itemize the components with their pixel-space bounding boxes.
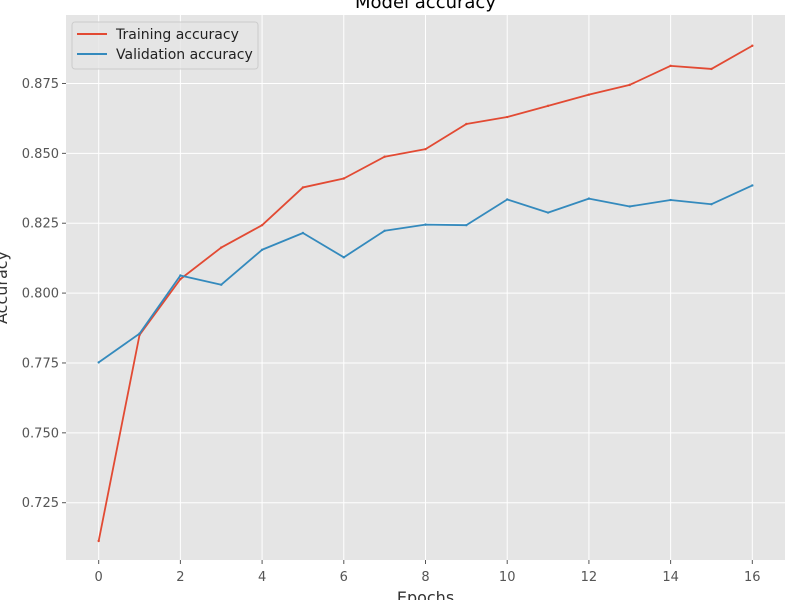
- data-point: [342, 256, 345, 259]
- data-point: [669, 64, 672, 68]
- data-point: [546, 104, 550, 108]
- y-tick-label: 0.875: [22, 77, 59, 92]
- x-tick-label: 16: [744, 570, 761, 585]
- data-point: [506, 115, 509, 119]
- data-point: [220, 246, 223, 249]
- data-point: [179, 274, 182, 277]
- legend: Training accuracy Validation accuracy: [71, 21, 259, 70]
- y-tick-label: 0.850: [22, 147, 59, 162]
- chart-title: Model accuracy: [355, 0, 496, 13]
- grid: [66, 15, 785, 560]
- x-tick-label: 14: [662, 570, 679, 585]
- y-tick-label: 0.725: [22, 496, 59, 511]
- data-point: [710, 203, 713, 206]
- x-tick-label: 6: [340, 570, 348, 585]
- data-point: [138, 332, 141, 335]
- x-tick-label: 12: [581, 570, 598, 585]
- data-point: [260, 248, 264, 251]
- x-tick-label: 0: [95, 570, 103, 585]
- legend-label: Validation accuracy: [116, 47, 253, 63]
- y-tick-label: 0.825: [22, 217, 59, 232]
- data-point: [465, 122, 468, 126]
- y-axis-title: Accuracy: [0, 251, 11, 324]
- data-point: [669, 198, 672, 202]
- data-point: [465, 223, 468, 227]
- series-lines: [97, 44, 754, 543]
- data-point: [301, 186, 305, 189]
- data-point: [506, 198, 509, 201]
- data-point: [220, 283, 223, 286]
- data-point: [628, 205, 631, 208]
- data-point: [97, 361, 100, 364]
- y-tick-label: 0.750: [22, 426, 59, 441]
- data-point: [710, 67, 713, 71]
- data-point: [546, 211, 550, 214]
- data-point: [628, 83, 631, 87]
- legend-label: Training accuracy: [115, 27, 239, 43]
- x-tick-label: 2: [176, 570, 184, 585]
- y-tick-label: 0.775: [22, 356, 59, 371]
- x-axis: 0 2 4 6 8 10 12 14 16: [95, 560, 761, 585]
- x-axis-title: Epochs: [397, 588, 454, 600]
- y-axis: 0.725 0.750 0.775 0.800 0.825 0.850 0.875: [22, 77, 66, 511]
- data-point: [751, 44, 754, 47]
- data-point: [301, 231, 305, 235]
- data-point: [383, 229, 386, 232]
- legend-box: [71, 21, 259, 70]
- data-point: [97, 539, 100, 543]
- data-point: [587, 93, 591, 96]
- x-tick-label: 4: [258, 570, 266, 585]
- data-point: [342, 177, 345, 180]
- data-point: [587, 197, 591, 200]
- x-tick-label: 10: [499, 570, 516, 585]
- data-point: [179, 277, 182, 281]
- y-tick-label: 0.800: [22, 287, 59, 302]
- data-point: [751, 184, 754, 187]
- data-point: [424, 223, 427, 226]
- data-point: [424, 147, 427, 151]
- data-point: [383, 155, 386, 158]
- x-tick-label: 8: [421, 570, 429, 585]
- data-point: [260, 223, 264, 227]
